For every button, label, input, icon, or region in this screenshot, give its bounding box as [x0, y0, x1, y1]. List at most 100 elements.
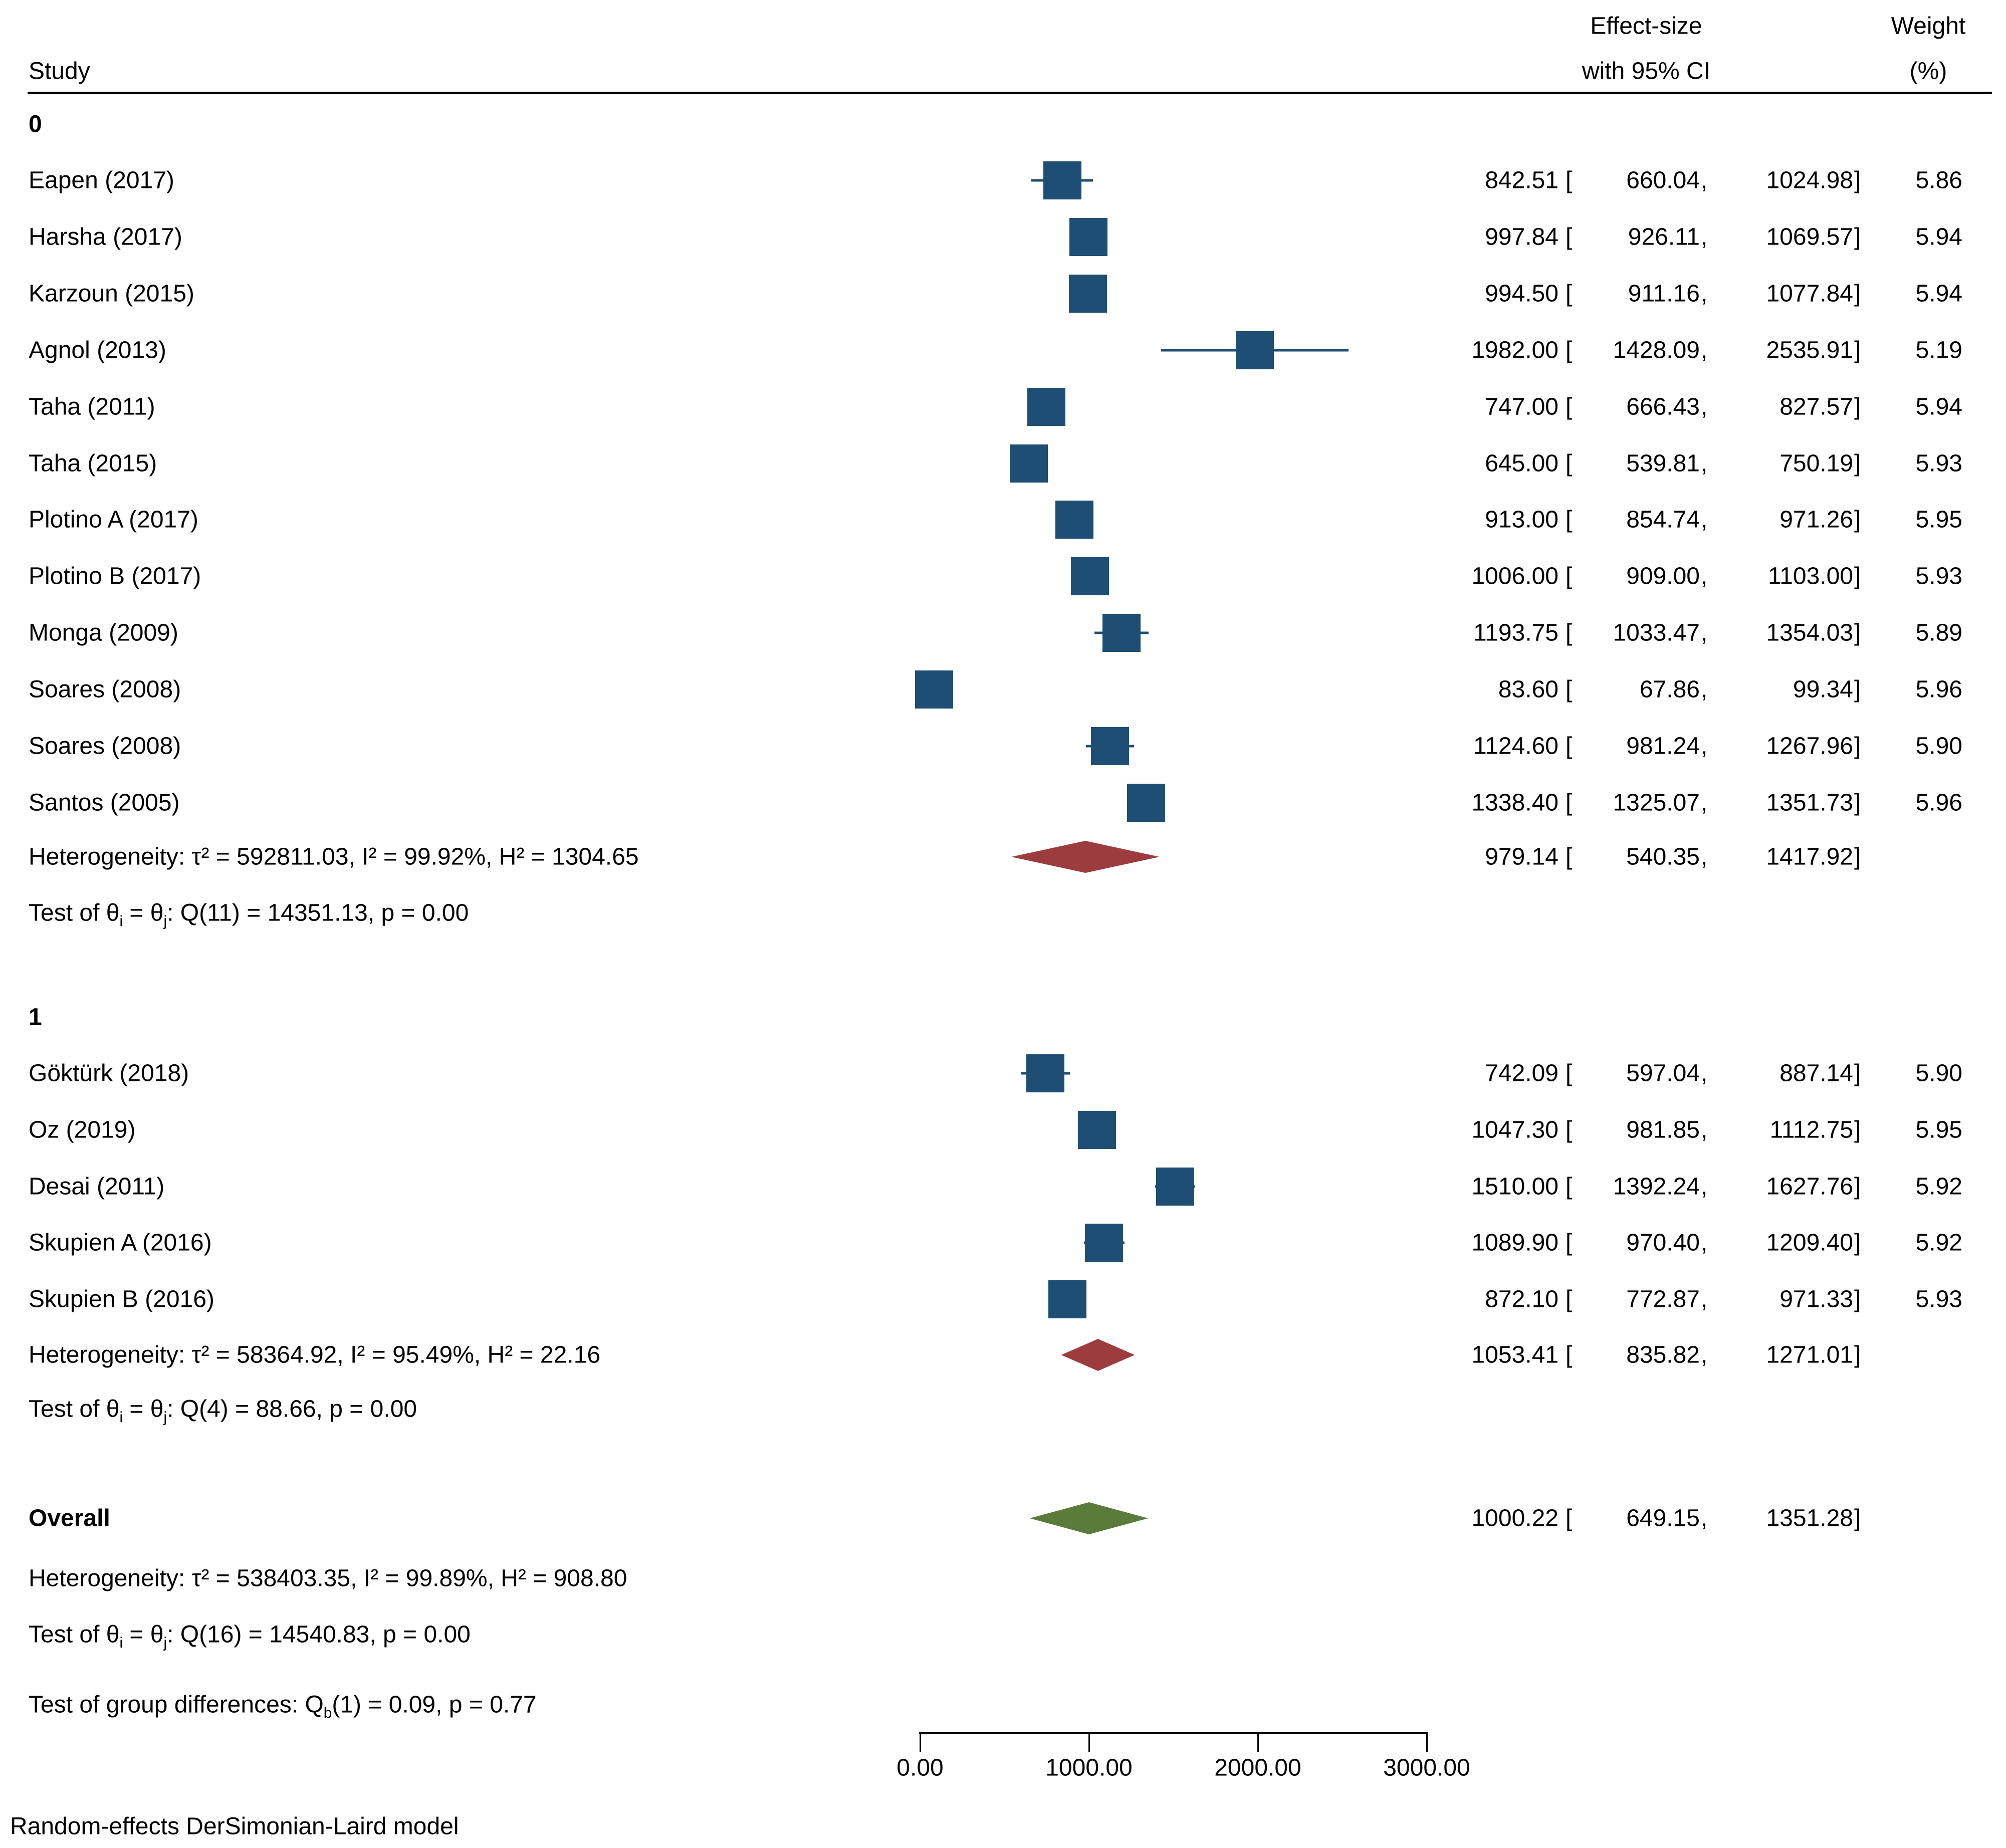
test-of-group-differences-text: Test of group differences: Qb(1) = 0.09,… [29, 1691, 537, 1722]
ci-upper: 1354.03 [1766, 619, 1853, 646]
subscript: j [163, 1635, 167, 1652]
bracket-close: ] [1854, 1229, 1861, 1256]
subscript: i [119, 1409, 123, 1426]
bracket-open: [ [1566, 223, 1573, 251]
study-label: Desai (2011) [29, 1173, 165, 1200]
effect-estimate: 979.14 [1485, 843, 1558, 870]
bracket-close: ] [1854, 506, 1861, 533]
subscript: j [163, 1409, 167, 1426]
ci-upper: 971.33 [1779, 1286, 1853, 1313]
study-label: Skupien A (2016) [29, 1229, 212, 1256]
ci-upper: 750.19 [1779, 450, 1853, 477]
weight-value: 5.86 [1915, 167, 1962, 194]
effect-square [1043, 161, 1081, 199]
weight-value: 5.90 [1915, 1060, 1962, 1087]
bracket-open: [ [1566, 167, 1573, 194]
bracket-close: ] [1854, 1341, 1861, 1368]
overall-label: Overall [29, 1505, 110, 1532]
bracket-close: ] [1854, 619, 1861, 646]
effect-square [1055, 501, 1093, 539]
ci-lower: 1428.09 [1613, 337, 1700, 364]
effect-square [1090, 727, 1129, 765]
effect-estimate: 1000.22 [1471, 1505, 1558, 1532]
x-axis-tick-label: 0.00 [897, 1754, 944, 1781]
comma: , [1701, 450, 1708, 477]
effect-square [1102, 614, 1141, 652]
bracket-close: ] [1854, 393, 1861, 420]
header-divider [28, 92, 1992, 94]
weight-value: 5.95 [1915, 506, 1962, 533]
effect-estimate: 997.84 [1485, 223, 1558, 251]
bracket-open: [ [1566, 1505, 1573, 1532]
bracket-open: [ [1566, 1341, 1573, 1368]
bracket-close: ] [1854, 1173, 1861, 1200]
bracket-open: [ [1566, 450, 1573, 477]
bracket-close: ] [1854, 1116, 1861, 1143]
ci-upper: 1103.00 [1768, 563, 1853, 590]
weight-value: 5.92 [1915, 1229, 1962, 1256]
effect-square [1026, 1054, 1065, 1092]
column-header-study: Study [29, 58, 90, 85]
bracket-open: [ [1566, 1286, 1573, 1313]
column-header-weight-line1: Weight [1891, 13, 1966, 40]
bracket-open: [ [1566, 619, 1573, 646]
comma: , [1701, 393, 1708, 420]
bracket-open: [ [1566, 337, 1573, 364]
weight-value: 5.93 [1915, 563, 1962, 590]
column-header-effect-size-line1: Effect-size [1590, 13, 1702, 40]
study-label: Eapen (2017) [29, 167, 174, 194]
ci-lower: 835.82 [1626, 1341, 1700, 1368]
effect-square [1077, 1111, 1116, 1149]
bracket-close: ] [1854, 280, 1861, 307]
effect-square [1071, 557, 1109, 595]
bracket-open: [ [1566, 563, 1573, 590]
weight-value: 5.94 [1915, 280, 1962, 307]
ci-lower: 649.15 [1626, 1505, 1700, 1532]
ci-upper: 1077.84 [1766, 280, 1853, 307]
effect-square [1127, 784, 1166, 822]
comma: , [1701, 506, 1708, 533]
ci-upper: 1209.40 [1766, 1229, 1853, 1256]
comma: , [1701, 1341, 1708, 1368]
comma: , [1701, 280, 1708, 307]
study-label: Oz (2019) [29, 1116, 136, 1143]
bracket-open: [ [1566, 1116, 1573, 1143]
bracket-close: ] [1854, 733, 1861, 760]
comma: , [1701, 1286, 1708, 1313]
heterogeneity-text: Heterogeneity: τ² = 592811.03, I² = 99.9… [29, 843, 639, 870]
comma: , [1701, 223, 1708, 251]
weight-value: 5.94 [1915, 223, 1962, 251]
test-of-theta-text: Test of θi = θj: Q(4) = 88.66, p = 0.00 [29, 1396, 417, 1426]
comma: , [1701, 1116, 1708, 1143]
weight-value: 5.93 [1915, 450, 1962, 477]
study-label: Göktürk (2018) [29, 1060, 189, 1087]
weight-value: 5.89 [1915, 619, 1962, 646]
comma: , [1701, 733, 1708, 760]
study-label: Plotino A (2017) [29, 506, 198, 533]
comma: , [1701, 1173, 1708, 1200]
column-header-weight-line2: (%) [1909, 58, 1947, 85]
study-label: Soares (2008) [29, 733, 181, 760]
subgroup-diamond [1011, 841, 1160, 873]
weight-value: 5.95 [1915, 1116, 1962, 1143]
ci-upper: 1069.57 [1766, 223, 1853, 251]
ci-lower: 854.74 [1626, 506, 1700, 533]
bracket-close: ] [1854, 843, 1861, 870]
ci-upper: 1024.98 [1766, 167, 1853, 194]
effect-estimate: 1193.75 [1473, 619, 1558, 646]
model-note: Random-effects DerSimonian-Laird model [10, 1813, 459, 1840]
bracket-close: ] [1854, 1286, 1861, 1313]
weight-value: 5.96 [1915, 789, 1962, 816]
effect-estimate: 872.10 [1485, 1286, 1558, 1313]
test-of-theta-text: Test of θi = θj: Q(16) = 14540.83, p = 0… [29, 1621, 471, 1652]
comma: , [1701, 167, 1708, 194]
bracket-close: ] [1854, 1060, 1861, 1087]
ci-lower: 540.35 [1626, 843, 1700, 870]
ci-upper: 1351.28 [1766, 1505, 1853, 1532]
x-axis-tick [919, 1733, 921, 1752]
effect-estimate: 1338.40 [1471, 789, 1558, 816]
ci-upper: 99.34 [1793, 676, 1853, 703]
overall-diamond [1029, 1502, 1149, 1534]
ci-upper: 2535.91 [1766, 337, 1853, 364]
effect-estimate: 83.60 [1498, 676, 1558, 703]
